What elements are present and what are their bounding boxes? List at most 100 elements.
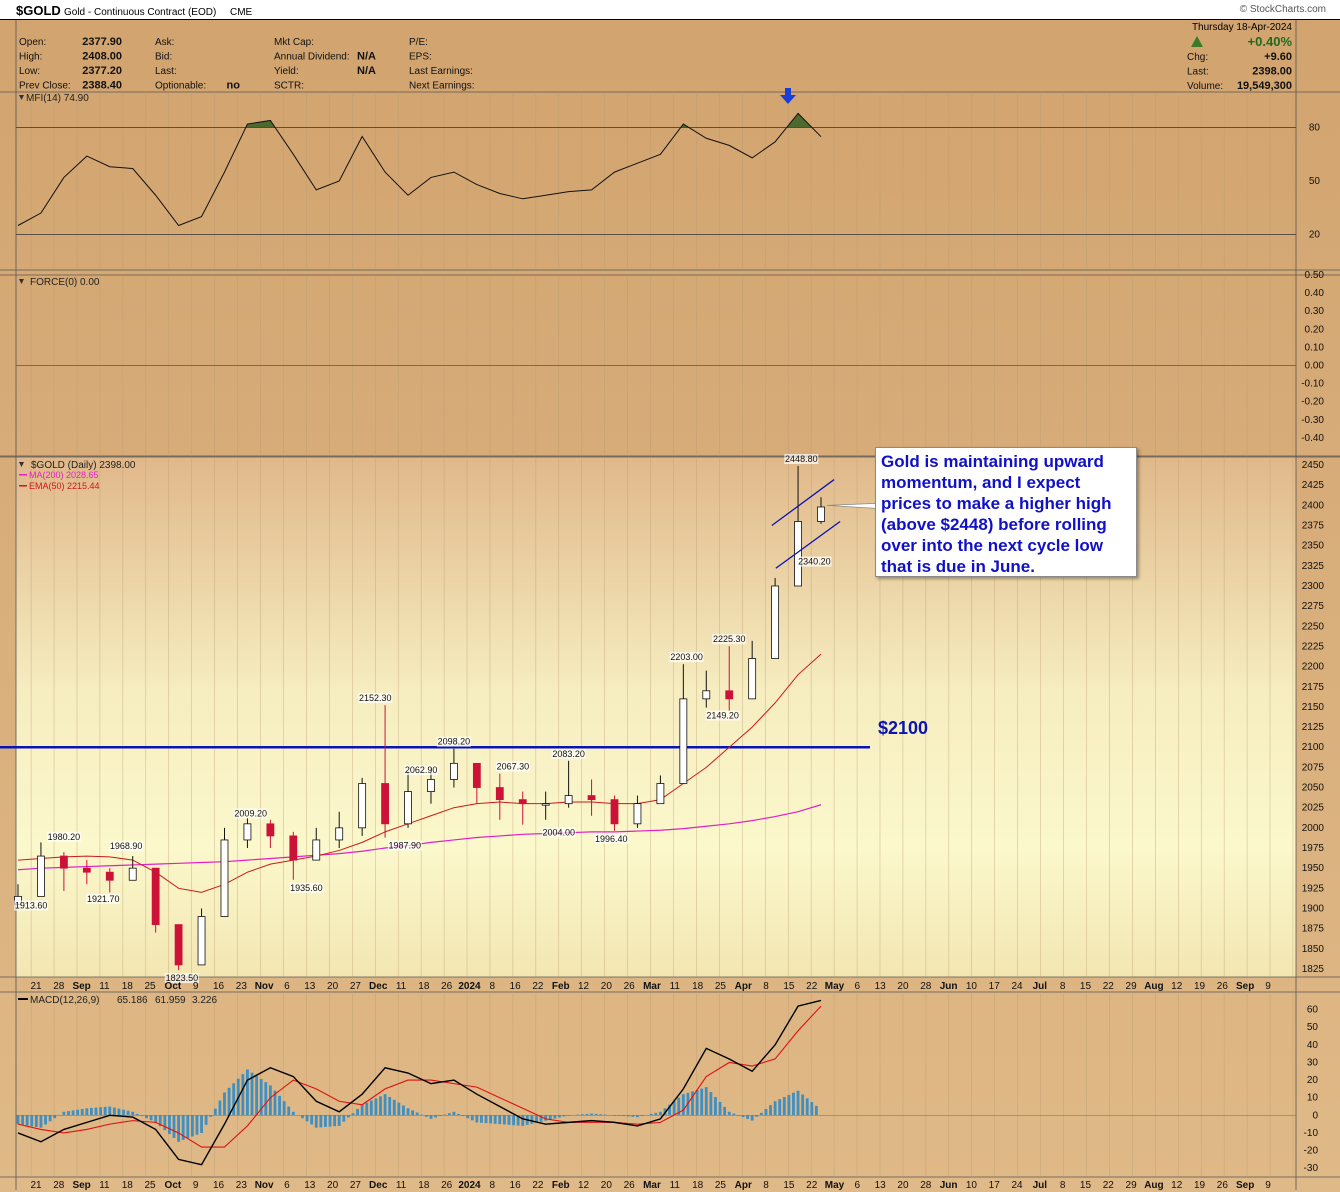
macd-histogram-bar (466, 1115, 470, 1119)
candle-body (427, 779, 435, 792)
x-axis-label: 20 (601, 1180, 613, 1191)
x-axis-label: 8 (1060, 1180, 1066, 1191)
macd-histogram-bar (16, 1115, 20, 1125)
field-label: EPS: (409, 52, 432, 63)
x-axis-label: 29 (1126, 981, 1138, 992)
macd-histogram-bar (420, 1114, 424, 1116)
field-label: SCTR: (274, 81, 304, 92)
x-axis-label: Sep (72, 981, 90, 992)
macd-histogram-bar (424, 1115, 428, 1117)
price-annotation-bg (784, 454, 819, 465)
macd-histogram-bar (154, 1115, 158, 1123)
macd-histogram-bar (131, 1111, 135, 1116)
macd-histogram-bar (190, 1115, 194, 1137)
macd-histogram-bar (617, 1115, 621, 1116)
macd-histogram-bar (585, 1113, 589, 1116)
x-axis-label: 27 (350, 1180, 362, 1191)
x-axis-label: 15 (783, 1180, 795, 1191)
x-axis-label: 6 (284, 981, 290, 992)
mfi-panel: 20 50 80 (16, 112, 1321, 240)
macd-histogram-bar (241, 1074, 245, 1116)
macd-histogram-bar (723, 1106, 727, 1116)
candle-body (541, 803, 550, 806)
arrow-down-icon (780, 88, 796, 104)
candle-body (495, 787, 504, 801)
macd-histogram-bar (76, 1109, 80, 1116)
x-axis-label: 13 (304, 1180, 316, 1191)
price-annotation-bg (797, 556, 832, 567)
macd-histogram-bar (576, 1114, 580, 1116)
x-axis-label: Oct (165, 981, 182, 992)
price-annotation: 2203.00 (670, 652, 703, 662)
x-axis-label: Nov (255, 1180, 274, 1191)
x-axis-label: 20 (327, 1180, 339, 1191)
macd-histogram-bar (704, 1087, 708, 1116)
x-axis-label: 8 (490, 981, 496, 992)
field-value: 2388.40 (82, 80, 122, 92)
x-axis-label: 16 (510, 1180, 522, 1191)
signal-legend-value: 61.959 (155, 995, 186, 1006)
force-legend: FORCE(0) 0.00 (30, 277, 100, 288)
price-tick-label: 2275 (1302, 601, 1325, 612)
price-tick-label: 2075 (1302, 762, 1325, 773)
macd-histogram-bar (278, 1095, 281, 1116)
macd-histogram-bar (337, 1115, 341, 1126)
macd-histogram-bar (447, 1113, 451, 1116)
macd-histogram-bar (475, 1115, 479, 1123)
macd-histogram-bar (218, 1100, 222, 1116)
x-axis-label: 11 (670, 1180, 681, 1191)
x-axis-label: Apr (735, 981, 752, 992)
macd-histogram-bar (328, 1115, 332, 1127)
mfi-tick-label: 80 (1309, 123, 1321, 134)
candle-body (771, 585, 780, 659)
macd-histogram-bar (741, 1115, 745, 1118)
x-axis-label: 24 (1011, 1180, 1023, 1191)
macd-histogram-bar (356, 1108, 359, 1116)
x-axis-label: 6 (855, 981, 861, 992)
price-tick-label: 2125 (1302, 722, 1325, 733)
macd-histogram-bar (126, 1110, 130, 1116)
macd-histogram-bar (530, 1115, 534, 1124)
macd-histogram-bar (99, 1107, 102, 1116)
x-axis-label: 22 (1103, 1180, 1115, 1191)
macd-histogram-bar (769, 1105, 772, 1116)
x-axis-label: Mar (643, 981, 661, 992)
field-value: 2408.00 (82, 51, 122, 63)
macd-histogram-bar (571, 1114, 575, 1116)
price-annotation-bg (541, 827, 576, 838)
mfi-line (17, 112, 822, 227)
x-axis-label: 22 (532, 1180, 544, 1191)
x-axis-label: 21 (30, 981, 42, 992)
price-annotation-bg (495, 761, 530, 772)
ma200-legend: MA(200) 2028.65 (29, 470, 99, 480)
x-axis-label: 19 (1194, 981, 1206, 992)
macd-histogram-bar (25, 1115, 29, 1126)
macd-histogram-bar (62, 1111, 66, 1116)
price-annotation: 2448.80 (785, 454, 818, 464)
macd-histogram-bar (324, 1115, 327, 1127)
macd-histogram-bar (232, 1083, 236, 1116)
field-label: Next Earnings: (409, 81, 475, 92)
x-axis-label: Nov (255, 981, 274, 992)
macd-histogram-bar (195, 1115, 199, 1135)
x-axis-label: 10 (966, 981, 978, 992)
x-axis-label: Dec (369, 981, 388, 992)
macd-histogram-bar (383, 1094, 387, 1116)
field-label: Optionable: (155, 81, 206, 92)
macd-histogram-bar (438, 1115, 442, 1117)
macd-histogram-bar (351, 1113, 355, 1116)
x-axis-label: Dec (369, 1180, 388, 1191)
x-axis-label: 23 (236, 1180, 248, 1191)
price-annotation-bg (46, 831, 81, 842)
candle-body (610, 799, 619, 825)
price-tick-label: 2100 (1302, 742, 1325, 753)
macd-signal-line (17, 1005, 822, 1148)
macd-histogram-bar (759, 1112, 763, 1116)
x-axis-label: 26 (441, 981, 453, 992)
price-tick-label: 2000 (1302, 823, 1325, 834)
force-tick-label: -0.30 (1301, 415, 1324, 426)
macd-histogram-bar (443, 1114, 447, 1116)
macd-histogram-bar (213, 1108, 217, 1116)
price-tick-label: 2325 (1302, 561, 1325, 572)
macd-histogram-bar (470, 1115, 474, 1121)
